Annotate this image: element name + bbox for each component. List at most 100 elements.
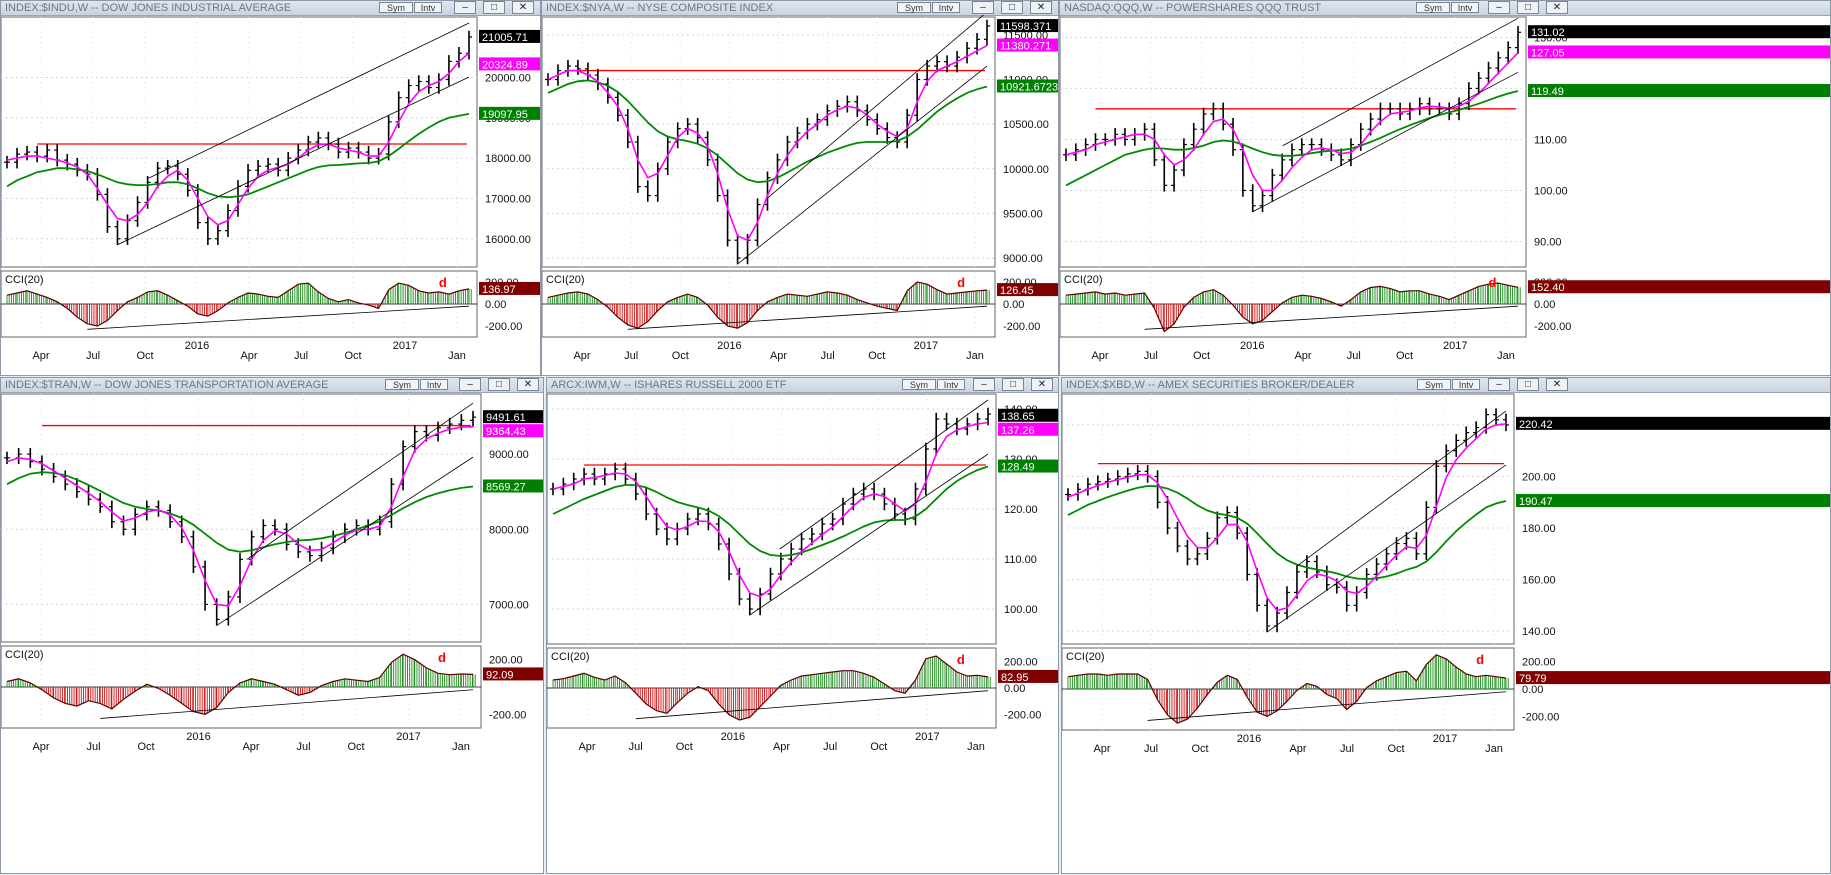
y-tick-label: 180.00 bbox=[1522, 523, 1556, 535]
price-pane bbox=[1, 16, 478, 268]
window-titlebar[interactable]: INDEX:$NYA,W -- NYSE COMPOSITE INDEX Sym… bbox=[542, 1, 1058, 16]
cci-value-label: 79.79 bbox=[1519, 673, 1547, 685]
trend-line bbox=[1296, 410, 1507, 567]
y-tick-label: 110.00 bbox=[1004, 554, 1037, 566]
x-tick-label: Apr bbox=[32, 741, 49, 753]
x-tick-label: Apr bbox=[240, 350, 257, 362]
minimize-icon[interactable]: – bbox=[972, 1, 994, 14]
cci-tick-label: -200.00 bbox=[1534, 321, 1571, 333]
x-tick-label: Jul bbox=[624, 350, 638, 362]
trend-line bbox=[216, 456, 474, 626]
window-titlebar[interactable]: INDEX:$XBD,W -- AMEX SECURITIES BROKER/D… bbox=[1062, 378, 1830, 393]
x-tick-label: Jul bbox=[86, 741, 100, 753]
y-tick-label: 9000.00 bbox=[1003, 253, 1043, 265]
x-tick-label: Jul bbox=[1347, 350, 1361, 362]
x-tick-label: Jan bbox=[452, 741, 470, 753]
sym-button[interactable]: Sym bbox=[379, 2, 413, 13]
y-tick-label: 120.00 bbox=[1004, 504, 1038, 516]
x-tick-label: 2017 bbox=[393, 340, 417, 352]
cci-value-label: 136.97 bbox=[482, 284, 516, 296]
sym-button[interactable]: Sym bbox=[897, 2, 931, 13]
trend-line bbox=[1252, 71, 1519, 213]
close-icon[interactable]: ✕ bbox=[1546, 378, 1568, 391]
maximize-icon[interactable]: □ bbox=[1517, 1, 1539, 14]
interval-button[interactable]: Intv bbox=[932, 2, 960, 13]
price-value-badge bbox=[997, 79, 1058, 93]
price-value-label: 20324.89 bbox=[482, 59, 528, 71]
maximize-icon[interactable]: □ bbox=[1001, 1, 1023, 14]
moving-average-pink bbox=[552, 421, 989, 598]
maximize-icon[interactable]: □ bbox=[1517, 378, 1539, 391]
x-tick-label: Jul bbox=[294, 350, 308, 362]
x-tick-label: 2017 bbox=[915, 731, 939, 743]
maximize-icon[interactable]: □ bbox=[1002, 378, 1024, 391]
x-tick-label: Jan bbox=[967, 741, 985, 753]
y-tick-label: 20000.00 bbox=[485, 72, 531, 84]
interval-button[interactable]: Intv bbox=[1451, 2, 1479, 13]
price-value-badge bbox=[483, 424, 543, 438]
cci-trend-line bbox=[1147, 691, 1507, 721]
x-tick-label: Oct bbox=[1396, 350, 1413, 362]
y-tick-label: 100.00 bbox=[1534, 185, 1568, 197]
x-tick-label: Oct bbox=[1193, 350, 1210, 362]
x-tick-label: Oct bbox=[672, 350, 689, 362]
minimize-icon[interactable]: – bbox=[1488, 378, 1510, 391]
minimize-icon[interactable]: – bbox=[454, 1, 476, 14]
cci-value-label: 126.45 bbox=[1000, 285, 1034, 297]
sym-button[interactable]: Sym bbox=[902, 379, 936, 390]
interval-button[interactable]: Intv bbox=[1452, 379, 1480, 390]
interval-button[interactable]: Intv bbox=[937, 379, 965, 390]
maximize-icon[interactable]: □ bbox=[483, 1, 505, 14]
close-icon[interactable]: ✕ bbox=[1030, 1, 1052, 14]
x-tick-label: Apr bbox=[1289, 743, 1306, 755]
price-chart: 16000.0017000.0018000.0019000.0020000.00… bbox=[1, 16, 540, 362]
x-tick-label: Jan bbox=[448, 350, 466, 362]
sym-button[interactable]: Sym bbox=[1417, 379, 1451, 390]
x-tick-label: Jul bbox=[296, 741, 310, 753]
maximize-icon[interactable]: □ bbox=[488, 378, 510, 391]
minimize-icon[interactable]: – bbox=[1488, 1, 1510, 14]
x-tick-label: 2016 bbox=[1237, 733, 1261, 745]
x-tick-label: Apr bbox=[1294, 350, 1311, 362]
cci-value-badge bbox=[998, 669, 1058, 683]
close-icon[interactable]: ✕ bbox=[1031, 378, 1053, 391]
trend-line bbox=[246, 402, 474, 560]
cci-tick-label: -200.00 bbox=[1003, 321, 1040, 333]
cci-label: CCI(20) bbox=[551, 651, 590, 663]
window-title: INDEX:$INDU,W -- DOW JONES INDUSTRIAL AV… bbox=[5, 2, 292, 14]
close-icon[interactable]: ✕ bbox=[517, 378, 539, 391]
price-value-badge bbox=[997, 19, 1058, 33]
price-value-label: 190.47 bbox=[1519, 496, 1553, 508]
window-titlebar[interactable]: INDEX:$INDU,W -- DOW JONES INDUSTRIAL AV… bbox=[1, 1, 540, 16]
close-icon[interactable]: ✕ bbox=[1546, 1, 1568, 14]
x-tick-label: Jul bbox=[821, 350, 835, 362]
cci-tick-label: -200.00 bbox=[1004, 710, 1041, 722]
price-value-badge bbox=[1528, 45, 1830, 59]
x-tick-label: Oct bbox=[137, 741, 154, 753]
cci-tick-label: -200.00 bbox=[1522, 711, 1559, 723]
divergence-marker: d bbox=[1489, 275, 1497, 290]
window-titlebar[interactable]: NASDAQ:QQQ,W -- POWERSHARES QQQ TRUST Sy… bbox=[1060, 1, 1830, 16]
sym-button[interactable]: Sym bbox=[1416, 2, 1450, 13]
price-value-label: 127.05 bbox=[1531, 47, 1565, 59]
price-value-label: 220.42 bbox=[1519, 419, 1553, 431]
sym-button[interactable]: Sym bbox=[385, 379, 419, 390]
cci-tick-label: -200.00 bbox=[489, 709, 526, 721]
interval-button[interactable]: Intv bbox=[420, 379, 448, 390]
cci-value-badge bbox=[483, 667, 543, 681]
close-icon[interactable]: ✕ bbox=[512, 1, 534, 14]
cci-tick-label: 200.00 bbox=[1004, 656, 1038, 668]
x-tick-label: Apr bbox=[578, 741, 595, 753]
interval-button[interactable]: Intv bbox=[414, 2, 442, 13]
minimize-icon[interactable]: – bbox=[459, 378, 481, 391]
window-titlebar[interactable]: ARCX:IWM,W -- ISHARES RUSSELL 2000 ETF S… bbox=[547, 378, 1058, 393]
cci-line bbox=[552, 655, 989, 721]
cci-value-badge bbox=[1516, 671, 1830, 685]
x-tick-label: Apr bbox=[242, 741, 259, 753]
minimize-icon[interactable]: – bbox=[973, 378, 995, 391]
price-value-label: 8569.27 bbox=[486, 481, 526, 493]
cci-value-badge bbox=[997, 283, 1058, 297]
cci-tick-label: 0.00 bbox=[1003, 299, 1024, 311]
window-titlebar[interactable]: INDEX:$TRAN,W -- DOW JONES TRANSPORTATIO… bbox=[1, 378, 543, 393]
y-tick-label: 8000.00 bbox=[489, 524, 529, 536]
